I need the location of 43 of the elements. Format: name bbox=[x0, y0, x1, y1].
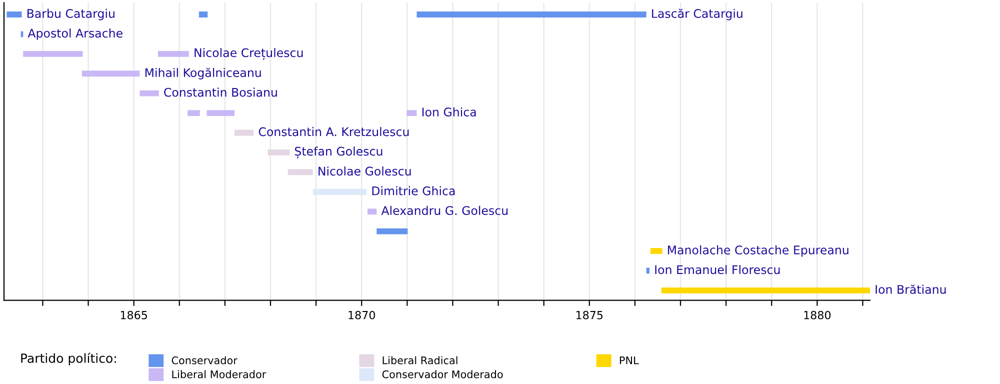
bar bbox=[661, 287, 870, 294]
bar bbox=[198, 12, 208, 18]
bar bbox=[140, 90, 159, 96]
bar bbox=[288, 169, 313, 176]
bar bbox=[312, 188, 367, 195]
bar bbox=[416, 12, 646, 18]
bar bbox=[6, 12, 22, 18]
x-tick-label: 1865 bbox=[120, 310, 147, 320]
x-tick-label: 1870 bbox=[348, 310, 376, 320]
x-tick-label: 1875 bbox=[576, 310, 603, 320]
data-label: Nicolae Crețulescu bbox=[194, 48, 303, 60]
bar bbox=[650, 248, 662, 254]
data-label: Ion Ghica bbox=[422, 107, 476, 116]
legend-label: Liberal Moderador bbox=[172, 370, 266, 378]
bar bbox=[268, 150, 290, 156]
bar bbox=[82, 70, 140, 77]
data-label: Nicolae Golescu bbox=[318, 166, 411, 176]
data-label: Ion Brătianu bbox=[876, 284, 946, 294]
bar bbox=[23, 50, 83, 57]
data-label: Barbu Catargiu bbox=[27, 8, 114, 20]
bar bbox=[406, 110, 417, 116]
bar bbox=[234, 130, 254, 136]
data-label: Lascăr Catargiu bbox=[652, 8, 742, 20]
data-label: Manolache Costache Epureanu bbox=[668, 245, 848, 257]
legend-label: Conservador bbox=[172, 356, 238, 364]
bar bbox=[188, 110, 200, 116]
data-label: Dimitrie Ghica bbox=[372, 186, 455, 196]
data-label: Apostol Arsache bbox=[28, 28, 122, 40]
data-label: Ion Emanuel Florescu bbox=[655, 265, 780, 274]
bar bbox=[206, 110, 235, 116]
data-label: Mihail Kogălniceanu bbox=[145, 68, 261, 80]
data-label: Ștefan Golescu bbox=[294, 146, 382, 158]
data-label: Constantin A. Kretzulescu bbox=[258, 127, 409, 136]
legend-label: Liberal Radical bbox=[382, 356, 458, 364]
legend-title: Partido político: bbox=[21, 352, 116, 366]
data-label: Constantin Bosianu bbox=[164, 88, 277, 97]
bar bbox=[368, 208, 377, 215]
x-tick-label: 1880 bbox=[804, 310, 831, 320]
bar bbox=[376, 228, 408, 234]
data-label: Alexandru G. Golescu bbox=[381, 206, 508, 216]
legend-label: Conservador Moderado bbox=[382, 370, 503, 378]
legend-label: PNL bbox=[620, 356, 639, 364]
bar bbox=[158, 50, 189, 57]
